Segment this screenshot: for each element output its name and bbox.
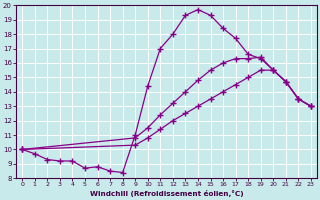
X-axis label: Windchill (Refroidissement éolien,°C): Windchill (Refroidissement éolien,°C) [90,190,244,197]
